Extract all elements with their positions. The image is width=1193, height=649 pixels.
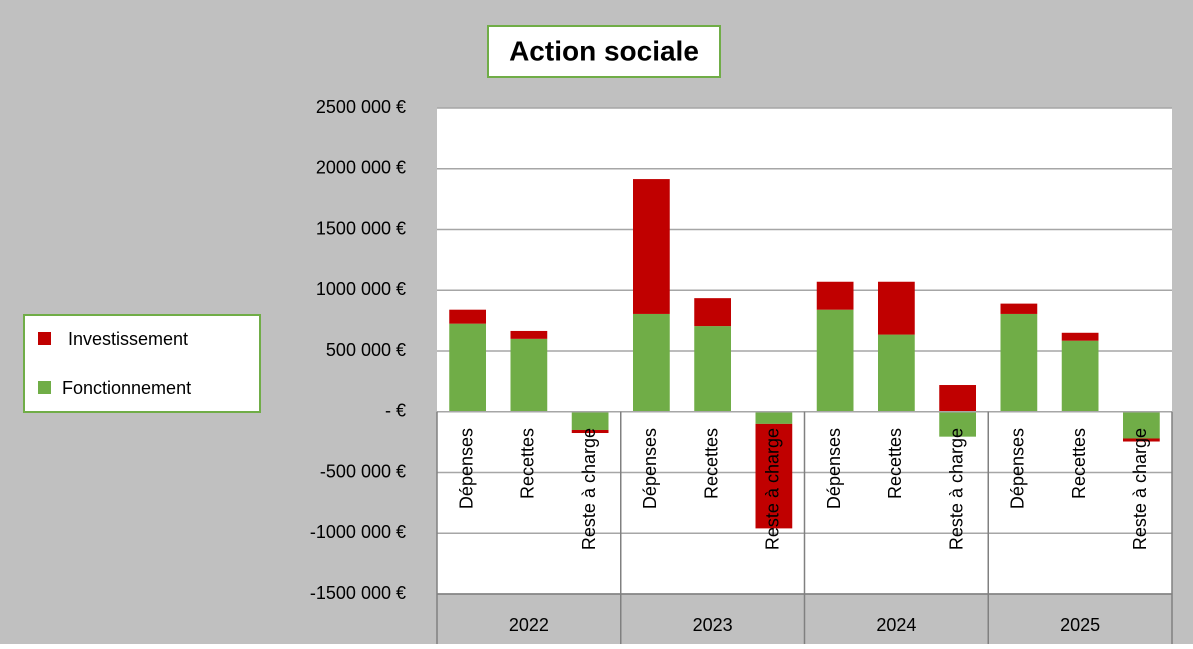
bar — [1123, 438, 1160, 442]
x-tick-label: Reste à charge — [763, 428, 783, 550]
bar — [755, 423, 793, 529]
bar — [571, 429, 609, 434]
x-tick-label: Reste à charge — [1130, 428, 1150, 550]
bar — [633, 313, 670, 412]
legend-swatch — [38, 332, 51, 345]
x-tick-label: Recettes — [885, 428, 905, 499]
legend-label: Investissement — [68, 329, 188, 349]
bar — [1061, 332, 1099, 341]
bar — [510, 338, 548, 412]
y-tick-label: - € — [385, 401, 406, 421]
legend-box — [23, 314, 261, 413]
bar — [816, 309, 854, 412]
legend-label: Fonctionnement — [62, 378, 191, 398]
y-tick-label: 1500 000 € — [316, 218, 406, 238]
bar — [633, 179, 670, 314]
x-tick-label: Dépenses — [456, 428, 476, 509]
bar — [939, 411, 976, 437]
y-tick-label: -1000 000 € — [310, 522, 406, 542]
bar — [449, 323, 486, 412]
y-tick-label: 2000 000 € — [316, 158, 406, 178]
chart-title: Action sociale — [509, 35, 699, 66]
bar — [1061, 340, 1099, 412]
x-tick-label: Dépenses — [640, 428, 660, 509]
bar — [1000, 313, 1038, 412]
y-tick-label: -500 000 € — [320, 461, 406, 481]
group-label: 2025 — [1060, 615, 1100, 635]
group-label: 2022 — [509, 615, 549, 635]
y-tick-label: 2500 000 € — [316, 97, 406, 117]
bar — [816, 281, 854, 310]
bar — [449, 309, 486, 324]
bar — [510, 330, 548, 339]
bar — [939, 385, 976, 412]
bar — [694, 326, 731, 412]
x-tick-label: Recettes — [1069, 428, 1089, 499]
bar — [878, 281, 915, 335]
group-label: 2024 — [876, 615, 916, 635]
bar — [571, 411, 609, 430]
legend-swatch — [38, 381, 51, 394]
title-box — [487, 25, 721, 78]
y-tick-label: 1000 000 € — [316, 279, 406, 299]
bar — [694, 298, 731, 327]
x-tick-label: Dépenses — [824, 428, 844, 509]
bar — [755, 411, 793, 424]
bar — [878, 334, 915, 412]
y-tick-label: -1500 000 € — [310, 583, 406, 603]
bar — [1000, 303, 1038, 314]
y-tick-label: 500 000 € — [326, 340, 406, 360]
x-tick-label: Recettes — [518, 428, 538, 499]
group-label: 2023 — [693, 615, 733, 635]
x-tick-label: Reste à charge — [946, 428, 966, 550]
x-tick-label: Recettes — [701, 428, 721, 499]
bar — [1123, 411, 1160, 439]
x-tick-label: Dépenses — [1008, 428, 1028, 509]
x-tick-label: Reste à charge — [579, 428, 599, 550]
